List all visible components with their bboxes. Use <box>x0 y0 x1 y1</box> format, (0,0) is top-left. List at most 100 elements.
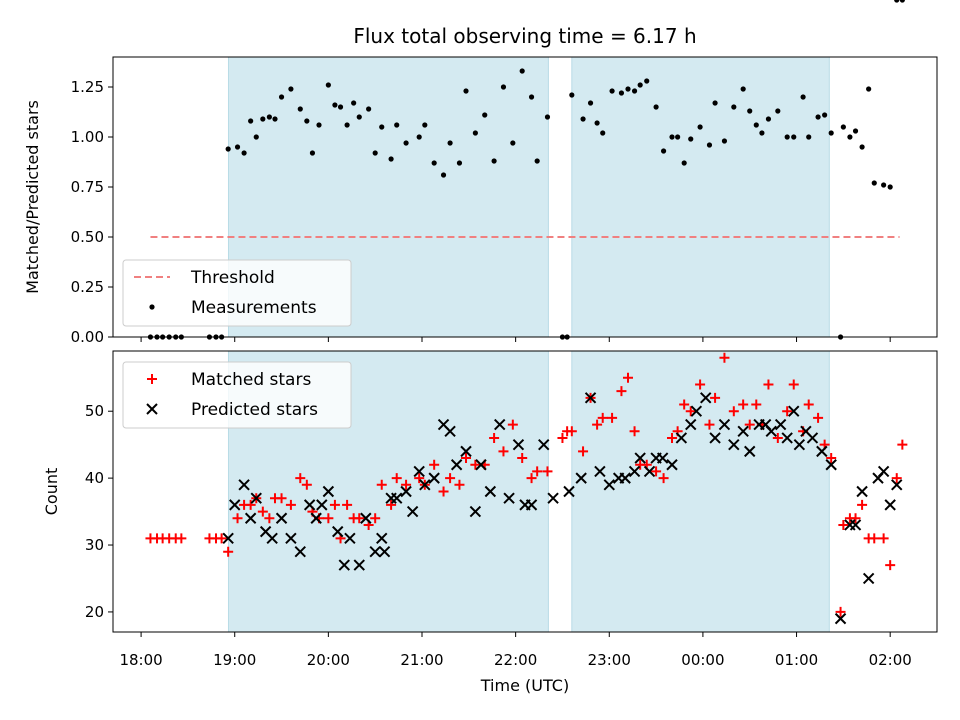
data-point <box>391 473 402 484</box>
data-point <box>881 182 887 188</box>
data-point <box>885 560 896 571</box>
data-point <box>372 150 378 156</box>
data-point <box>877 465 890 478</box>
data-point <box>685 418 697 431</box>
data-point <box>216 533 227 544</box>
data-point <box>744 445 756 458</box>
data-point <box>266 114 272 120</box>
data-point <box>489 432 500 443</box>
legend-marker <box>147 374 157 384</box>
data-point <box>806 134 812 140</box>
legend-box <box>122 361 352 429</box>
data-point <box>475 459 487 471</box>
data-point <box>869 533 880 544</box>
x-tick-label: 20:00 <box>307 651 350 669</box>
data-point <box>852 128 859 134</box>
x-tick-label: 01:00 <box>775 651 818 669</box>
data-point <box>825 459 837 471</box>
data-point <box>266 532 278 545</box>
x-tick-label: 02:00 <box>869 651 912 669</box>
data-point <box>828 130 834 136</box>
data-point <box>803 399 814 410</box>
data-point <box>788 405 800 417</box>
data-point <box>338 559 350 571</box>
data-point <box>176 533 187 544</box>
data-point <box>544 114 551 120</box>
data-point <box>503 492 515 504</box>
data-point <box>675 134 681 140</box>
data-point <box>438 486 449 497</box>
data-point <box>344 532 356 545</box>
series-predicted-stars <box>222 392 903 625</box>
data-point <box>482 112 488 118</box>
data-point <box>575 472 587 484</box>
data-point <box>643 465 656 478</box>
data-point <box>542 466 553 477</box>
data-point <box>342 499 353 510</box>
data-point <box>679 399 690 410</box>
data-point <box>517 453 528 464</box>
data-point <box>631 88 638 94</box>
y-tick-label: 0.25 <box>71 278 104 296</box>
data-point <box>728 406 739 417</box>
count-panel: 20 30 40 50 Count Matched stars Predicted star… <box>42 350 938 637</box>
data-point <box>288 86 294 92</box>
data-point <box>460 445 472 458</box>
data-point <box>406 505 419 518</box>
data-point <box>891 479 903 491</box>
data-point <box>878 533 889 544</box>
y-tick-label: 20 <box>85 603 104 621</box>
data-point <box>628 465 641 478</box>
data-point <box>419 479 431 491</box>
data-point <box>594 120 600 126</box>
data-point <box>887 184 893 190</box>
data-point <box>897 439 908 450</box>
data-point <box>751 399 762 410</box>
data-point <box>791 134 797 140</box>
data-point <box>534 158 540 164</box>
data-point <box>366 106 372 112</box>
data-point <box>310 512 322 524</box>
data-point <box>826 453 837 464</box>
data-point <box>857 499 868 510</box>
y-tick-label: 0.50 <box>71 228 104 246</box>
data-point <box>569 92 575 98</box>
data-point <box>337 104 344 110</box>
data-point <box>264 513 275 524</box>
data-point <box>637 82 643 88</box>
data-point <box>600 130 606 136</box>
data-point <box>225 146 231 152</box>
x-tick-label: 21:00 <box>400 651 443 669</box>
data-point <box>712 100 718 106</box>
data-point <box>232 513 243 524</box>
data-point <box>316 122 322 128</box>
data-point <box>859 144 865 150</box>
data-point <box>528 94 535 100</box>
data-point <box>388 156 394 162</box>
data-point <box>688 136 694 142</box>
data-point <box>356 114 362 120</box>
data-point <box>379 124 385 130</box>
data-point <box>557 432 568 443</box>
data-point <box>681 160 687 166</box>
data-point <box>634 452 646 464</box>
data-point <box>675 432 688 444</box>
data-point <box>512 438 525 451</box>
data-point <box>241 150 247 156</box>
data-point <box>238 479 250 491</box>
data-point <box>353 559 365 571</box>
data-point <box>728 438 740 451</box>
data-point <box>774 418 787 431</box>
data-point <box>563 485 575 498</box>
x-tick-label: 00:00 <box>681 651 724 669</box>
data-point <box>303 499 316 511</box>
data-point <box>491 158 497 164</box>
data-point <box>850 513 861 524</box>
data-point <box>695 379 706 390</box>
x-axis-label: Time (UTC) <box>480 676 569 695</box>
data-point <box>667 432 678 443</box>
data-point <box>700 392 712 404</box>
data-point <box>507 419 518 430</box>
data-point <box>248 118 254 124</box>
y-tick-label: 0.75 <box>71 178 104 196</box>
